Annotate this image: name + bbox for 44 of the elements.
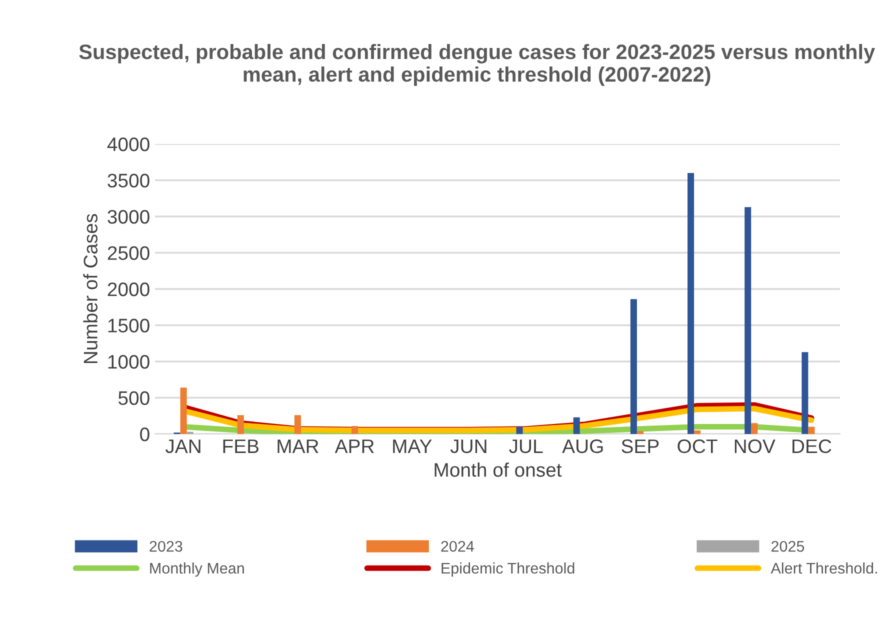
legend-label: 2024 (441, 540, 474, 552)
x-tick-label: APR (334, 440, 374, 453)
bar (294, 415, 301, 434)
x-tick-label: DEC (792, 439, 832, 454)
bar (694, 430, 701, 434)
legend-label: Epidemic Threshold (442, 562, 574, 577)
bar (237, 415, 244, 434)
bar (688, 173, 694, 434)
bar (802, 352, 808, 434)
x-tick-label: NOV (734, 439, 776, 454)
bar (636, 431, 644, 434)
x-tick-label: MAY (393, 440, 432, 453)
legend-label: 2023 (150, 540, 182, 552)
bar (744, 207, 752, 434)
x-tick-label: JAN (165, 440, 200, 454)
x-tick-label: SEP (622, 439, 659, 454)
legend-label: Alert Threshold. (770, 562, 877, 574)
x-tick-label: AUG (562, 439, 603, 454)
y-tick-label: 1000 (108, 354, 150, 369)
bar (808, 426, 815, 434)
bar (516, 426, 523, 434)
bar (352, 426, 358, 434)
x-axis-title: Month of onset (434, 462, 562, 477)
y-tick-label: 4000 (107, 137, 150, 152)
y-tick-label: 3000 (108, 210, 150, 224)
x-tick-label: JUN (450, 440, 486, 454)
y-tick-label: 0 (140, 427, 150, 442)
bar (573, 417, 580, 434)
y-tick-label: 3500 (108, 174, 150, 188)
y-tick-label: 2000 (108, 282, 150, 296)
y-tick-label: 1500 (108, 318, 150, 332)
y-axis-title: Number of Cases (83, 214, 98, 364)
chart-title: Suspected, probable and confirmed dengue cases for 2023-2025 versus monthly mean, alert and epidemic threshold (2007-2022) (79, 44, 876, 86)
bar (630, 299, 637, 434)
y-tick-label: 500 (118, 391, 150, 405)
x-tick-label: OCT (678, 439, 718, 454)
x-tick-label: FEB (223, 440, 259, 453)
bar (751, 423, 758, 434)
x-tick-label: JUL (509, 440, 543, 454)
legend-label: 2025 (772, 540, 804, 552)
legend-label: Monthly Mean (150, 562, 244, 577)
bar (180, 388, 187, 434)
y-tick-label: 2500 (108, 246, 150, 260)
x-tick-label: MAR (278, 440, 318, 453)
